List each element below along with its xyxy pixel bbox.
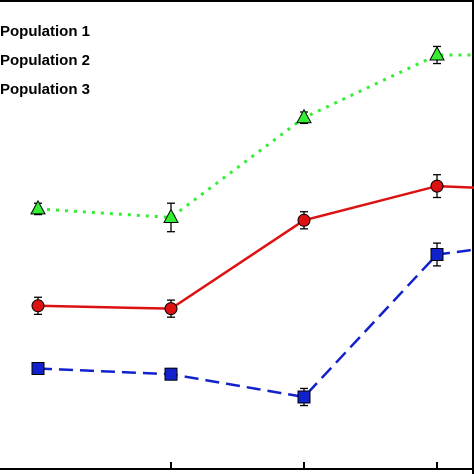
legend-entry-population-2: Population 2 xyxy=(0,52,90,69)
data-point-s3-3 xyxy=(296,108,312,124)
data-point-s3-2 xyxy=(163,208,179,223)
error-bars xyxy=(34,45,441,407)
data-point-s2-2 xyxy=(164,367,178,381)
data-point-s2-3 xyxy=(297,390,311,404)
series-line-1 xyxy=(37,184,474,310)
data-point-s3-4 xyxy=(429,45,445,61)
data-markers xyxy=(30,45,445,404)
data-point-s3-1 xyxy=(30,199,46,215)
data-point-s2-1 xyxy=(31,362,45,375)
legend-entry-population-1: Population 1 xyxy=(0,23,90,40)
data-point-s1-4 xyxy=(430,179,444,193)
legend-entry-population-3: Population 3 xyxy=(0,81,90,98)
series-line-2 xyxy=(37,248,474,399)
data-point-s1-1 xyxy=(31,299,45,313)
series-line-3 xyxy=(37,53,474,219)
data-point-s1-2 xyxy=(164,302,178,316)
data-point-s1-3 xyxy=(297,213,311,227)
series-lines xyxy=(37,53,474,399)
legend: Population 1 Population 2 Population 3 xyxy=(0,23,90,98)
data-point-s2-4 xyxy=(430,248,444,261)
